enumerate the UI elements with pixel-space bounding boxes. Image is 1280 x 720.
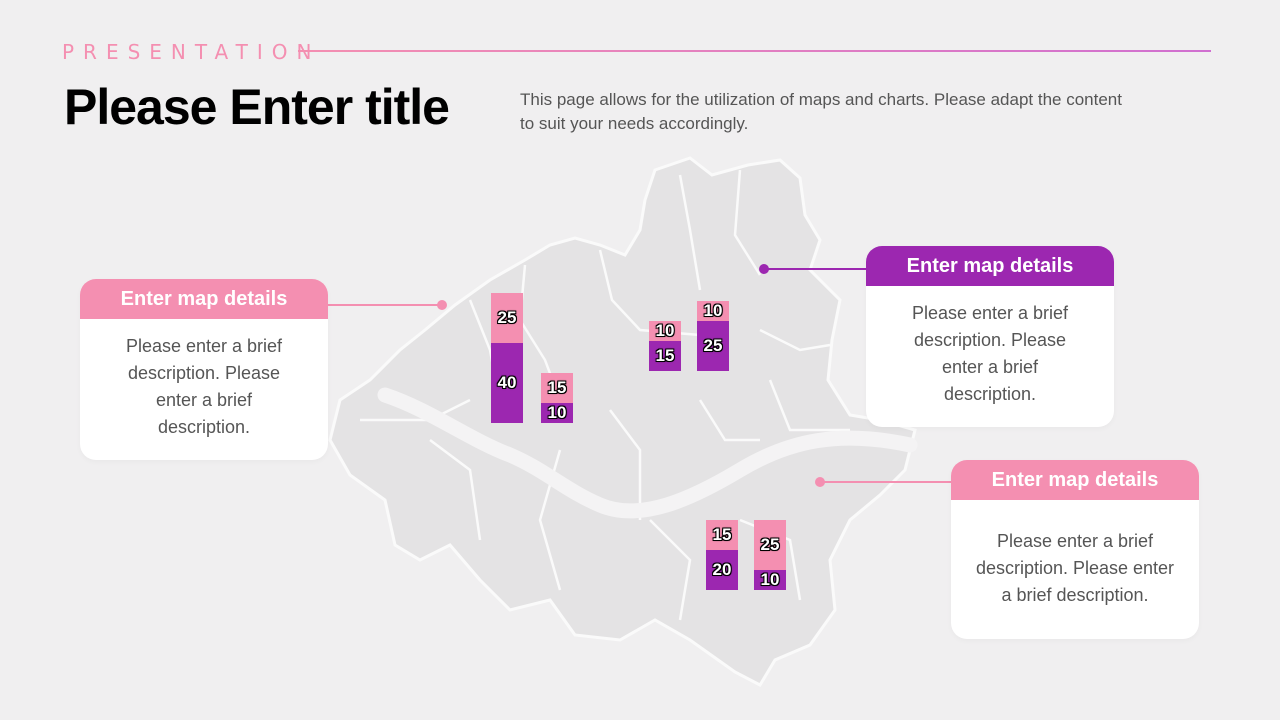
card-left-heading: Enter map details (80, 279, 328, 319)
card-right-top-connector (764, 268, 868, 270)
bar-segment-purple (541, 403, 573, 423)
card-left-pin-dot (437, 300, 447, 310)
info-card-right-bottom: Enter map details Please enter a brief d… (951, 460, 1199, 639)
eyebrow-divider (298, 50, 1211, 52)
card-right-bottom-description: Please enter a brief description. Please… (975, 531, 1175, 605)
bar-value-label: 15 (547, 378, 567, 397)
bar-segment-purple (491, 343, 523, 423)
bar-value-label: 10 (547, 403, 567, 422)
card-left-connector (327, 304, 441, 306)
page-title: Please Enter title (64, 79, 450, 135)
bar-value-label: 10 (703, 301, 723, 320)
bar-value-label: 40 (497, 373, 517, 392)
card-right-bottom-connector (820, 481, 952, 483)
bar-value-label: 25 (760, 535, 780, 554)
card-right-bottom-heading: Enter map details (951, 460, 1199, 500)
page-subtitle: This page allows for the utilization of … (520, 90, 1122, 133)
bar-segment-pink (706, 520, 738, 550)
bar-segment-purple (754, 570, 786, 590)
bar-segment-pink (697, 301, 729, 321)
card-left-description: Please enter a brief description. Please… (125, 336, 283, 437)
bar-value-label: 25 (497, 308, 517, 327)
bar-value-label: 20 (712, 560, 732, 579)
card-right-top-description: Please enter a brief description. Please… (911, 303, 1069, 404)
info-card-left: Enter map details Please enter a brief d… (80, 279, 328, 460)
bar-segment-purple (697, 321, 729, 371)
bar-segment-pink (541, 373, 573, 403)
info-card-right-top: Enter map details Please enter a brief d… (866, 246, 1114, 427)
bar-value-label: 10 (760, 570, 780, 589)
bar-value-label: 15 (655, 346, 675, 365)
district-borders (360, 169, 850, 621)
bar-value-label: 15 (712, 525, 732, 544)
card-right-bottom-pin-dot (815, 477, 825, 487)
bar-value-label: 10 (655, 321, 675, 340)
bar-chart-layer (491, 293, 786, 590)
river (377, 387, 918, 519)
card-right-top-heading: Enter map details (866, 246, 1114, 286)
bar-segment-purple (706, 550, 738, 590)
bar-segment-pink (491, 293, 523, 343)
bar-value-label: 25 (703, 336, 723, 355)
bar-segment-pink (754, 520, 786, 570)
city-map-shape (328, 156, 917, 687)
bar-segment-purple (649, 341, 681, 371)
eyebrow-label: PRESENTATION (62, 40, 321, 64)
bar-segment-pink (649, 321, 681, 341)
card-right-top-pin-dot (759, 264, 769, 274)
